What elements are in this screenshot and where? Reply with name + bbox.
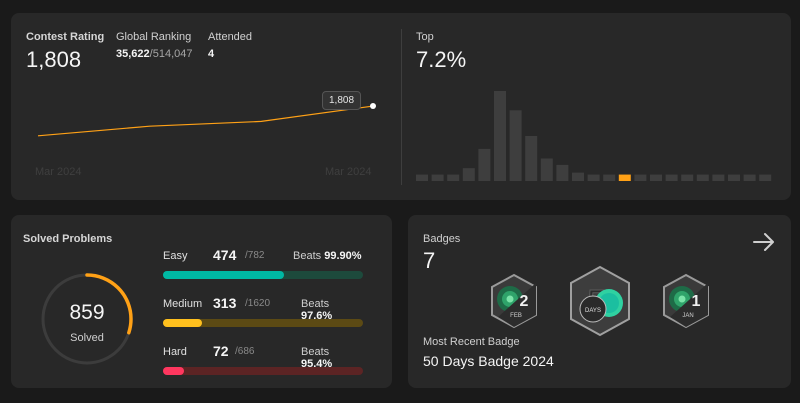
difficulty-count: 313	[213, 295, 237, 311]
badge-number: 1	[692, 293, 701, 310]
rating-point	[370, 103, 376, 110]
distribution-bar	[712, 174, 725, 181]
feb-badge-icon[interactable]: 2 FEB	[488, 273, 540, 329]
badge-month: FEB	[510, 313, 522, 319]
badge-number: 2	[520, 293, 529, 310]
rating-line-chart[interactable]	[11, 13, 401, 200]
difficulty-name: Hard	[163, 346, 187, 358]
beats-label: Beats	[293, 250, 322, 262]
global-rank: 35,622	[116, 48, 150, 60]
solved-total: 859	[69, 301, 105, 324]
distribution-bar	[743, 174, 756, 181]
solved-problems-card: Solved Problems 859 Solved Easy 474 /782…	[11, 215, 392, 388]
medium-progress-fill	[163, 319, 202, 327]
jan-badge-icon[interactable]: 1 JAN	[660, 273, 712, 329]
badge-month: DAYS	[585, 308, 601, 314]
rating-tooltip: 1,808	[322, 91, 362, 110]
difficulty-total: /782	[245, 250, 265, 261]
solved-label: Solved	[70, 332, 104, 344]
badge-month: JAN	[682, 313, 693, 319]
top-percent-value: 7.2%	[416, 47, 467, 72]
distribution-bar	[431, 174, 444, 181]
50-days-badge-icon[interactable]: 5 DAYS	[567, 265, 633, 337]
difficulty-easy[interactable]: Easy 474 /782 Beats 99.90%	[163, 245, 363, 275]
badges-card: Badges 7 2 FEB 5 DAYS 1 JAN Most Recent …	[408, 215, 791, 388]
distribution-bar	[494, 91, 506, 181]
distribution-bar	[572, 172, 584, 181]
most-recent-badge-label: Most Recent Badge	[423, 336, 520, 348]
beats-label: Beats	[301, 346, 330, 358]
global-ranking-value: 35,622/514,047	[116, 48, 192, 60]
beats-value: 99.90%	[324, 250, 362, 262]
distribution-bar	[759, 174, 772, 181]
arrow-right-icon[interactable]	[752, 231, 776, 253]
attended-value: 4	[208, 48, 215, 60]
top-label: Top	[416, 31, 434, 43]
axis-start-label: Mar 2024	[35, 166, 82, 178]
global-ranking-label: Global Ranking	[116, 31, 192, 43]
solved-title: Solved Problems	[23, 233, 113, 245]
distribution-bar	[603, 174, 616, 181]
distribution-bar	[447, 174, 460, 181]
distribution-bar	[665, 174, 678, 181]
distribution-bar	[728, 174, 740, 181]
difficulty-total: /686	[235, 346, 255, 357]
beats-label: Beats	[301, 298, 330, 310]
difficulty-name: Medium	[163, 298, 203, 310]
difficulty-name: Easy	[163, 250, 188, 262]
easy-progress-bar	[163, 271, 363, 279]
rating-series-line	[37, 105, 374, 137]
axis-end-label: Mar 2024	[325, 166, 372, 178]
distribution-bar	[478, 148, 491, 181]
distribution-bar	[618, 174, 631, 181]
hard-progress-bar	[163, 367, 363, 375]
distribution-bar	[587, 174, 600, 181]
badges-count: 7	[423, 248, 436, 273]
distribution-bar	[696, 174, 709, 181]
badges-title: Badges	[423, 233, 461, 245]
contest-rating-card: Contest Rating 1,808 Global Ranking 35,6…	[11, 13, 791, 200]
distribution-bar	[634, 174, 647, 181]
global-rank-total: /514,047	[149, 48, 193, 60]
attended-label: Attended	[208, 31, 253, 43]
distribution-bar	[416, 174, 428, 181]
difficulty-count: 474	[213, 247, 237, 263]
hard-progress-fill	[163, 367, 184, 375]
difficulty-total: /1620	[245, 298, 271, 309]
distribution-bar	[650, 174, 662, 181]
contest-rating-label: Contest Rating	[26, 31, 105, 43]
most-recent-badge-value[interactable]: 50 Days Badge 2024	[423, 353, 554, 369]
distribution-bar	[462, 168, 475, 181]
contest-rating-value: 1,808	[26, 47, 82, 72]
difficulty-count: 72	[213, 343, 229, 359]
distribution-bar	[540, 158, 553, 181]
divider	[401, 29, 402, 185]
rating-distribution-chart[interactable]	[416, 83, 776, 183]
distribution-bar	[681, 174, 694, 181]
medium-progress-bar	[163, 319, 363, 327]
distribution-bar	[509, 110, 522, 181]
easy-progress-fill	[163, 271, 285, 279]
distribution-bar	[525, 136, 538, 181]
ring-progress	[41, 273, 133, 365]
distribution-bar	[556, 164, 569, 181]
solved-progress-ring[interactable]	[39, 271, 135, 367]
